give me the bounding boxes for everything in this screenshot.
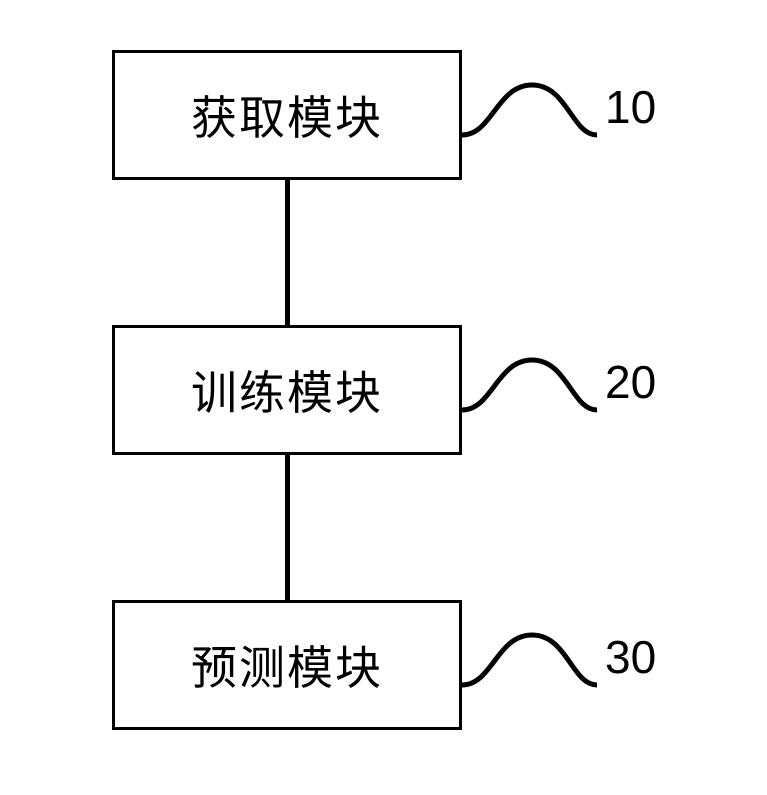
callout-number: 20 xyxy=(605,355,656,409)
callout-number: 10 xyxy=(605,80,656,134)
node-label: 预测模块 xyxy=(191,632,383,698)
node-label: 获取模块 xyxy=(191,82,383,148)
edge-1-2 xyxy=(285,180,290,325)
node-prediction-module: 预测模块 xyxy=(112,600,462,730)
callout-curve xyxy=(462,80,602,150)
node-acquire-module: 获取模块 xyxy=(112,50,462,180)
edge-2-3 xyxy=(285,455,290,600)
flowchart-diagram: 获取模块 10 训练模块 20 预测模块 30 xyxy=(60,40,710,760)
node-training-module: 训练模块 xyxy=(112,325,462,455)
callout-curve xyxy=(462,630,602,700)
callout-number: 30 xyxy=(605,630,656,684)
callout-curve xyxy=(462,355,602,425)
node-label: 训练模块 xyxy=(191,357,383,423)
